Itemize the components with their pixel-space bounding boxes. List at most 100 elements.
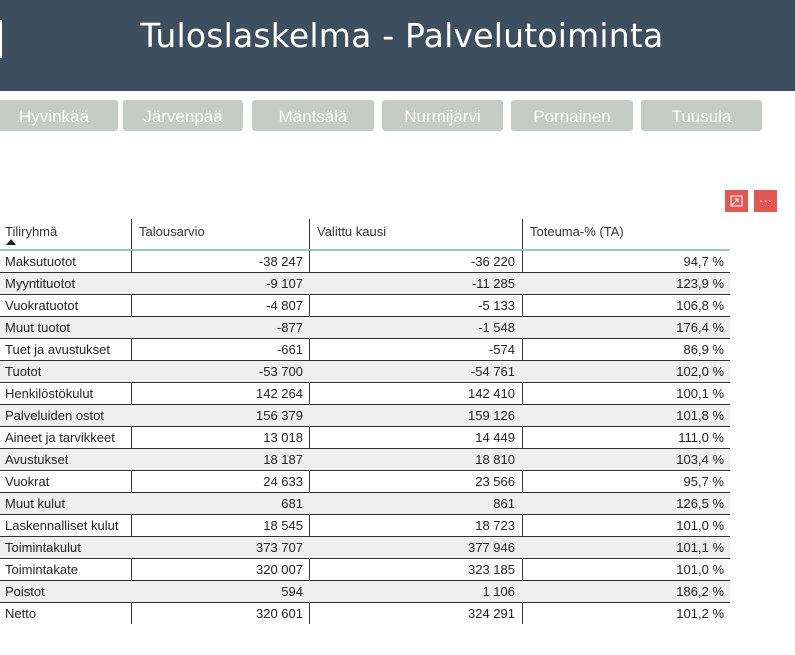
focus-mode-icon — [730, 195, 743, 207]
realization-percent: 86,9 % — [683, 342, 724, 357]
period-value: -36 220 — [470, 254, 515, 269]
period-value: 159 126 — [468, 408, 515, 423]
realization-percent: 95,7 % — [683, 474, 724, 489]
realization-percent: 126,5 % — [676, 496, 724, 511]
table-row[interactable]: Toimintakulut 373 707 377 946 101,1 % — [0, 537, 730, 559]
budget-value: -9 107 — [266, 276, 303, 291]
realization-percent: 186,2 % — [676, 584, 724, 599]
header-edge-marker — [0, 20, 2, 58]
realization-percent: 111,0 % — [678, 430, 724, 445]
budget-value: 156 379 — [256, 408, 303, 423]
budget-value: -4 807 — [266, 298, 303, 313]
row-label: Myyntituotot — [5, 276, 76, 291]
table-row[interactable]: Maksutuotot -38 247 -36 220 94,7 % — [0, 251, 730, 273]
period-value: -574 — [488, 342, 515, 357]
budget-value: 594 — [281, 584, 303, 599]
slicer-button-jarvenpaa[interactable]: Järvenpää — [123, 100, 243, 131]
table-row[interactable]: Poistot 594 1 106 186,2 % — [0, 581, 730, 603]
slicer-button-hyvinkaa[interactable]: Hyvinkää — [0, 100, 118, 131]
slicer-button-nurmijarvi[interactable]: Nurmijärvi — [382, 100, 503, 131]
focus-mode-button[interactable] — [725, 190, 748, 212]
table-row[interactable]: Aineet ja tarvikkeet 13 018 14 449 111,0 % — [0, 427, 730, 449]
realization-percent: 100,1 % — [676, 386, 724, 401]
table-row[interactable]: Tuet ja avustukset -661 -574 86,9 % — [0, 339, 730, 361]
row-label: Henkilöstökulut — [5, 386, 94, 401]
row-label: Muut tuotot — [5, 320, 71, 335]
row-label: Vuokratuotot — [5, 298, 79, 313]
column-header-valittu-kausi[interactable]: Valittu kausi — [317, 224, 387, 239]
table-row[interactable]: Laskennalliset kulut 18 545 18 723 101,0 % — [0, 515, 730, 537]
column-header-tiliryhma[interactable]: Tiliryhmä — [5, 224, 58, 239]
period-value: 377 946 — [468, 540, 515, 555]
sort-ascending-icon — [6, 239, 16, 245]
table-row[interactable]: Palveluiden ostot 156 379 159 126 101,8 % — [0, 405, 730, 427]
period-value: 23 566 — [475, 474, 515, 489]
period-value: 1 106 — [482, 584, 515, 599]
realization-percent: 101,1 % — [676, 540, 724, 555]
table-row[interactable]: Muut tuotot -877 -1 548 176,4 % — [0, 317, 730, 339]
page-title: Tuloslaskelma - Palvelutoiminta — [140, 16, 664, 55]
table-row[interactable]: Avustukset 18 187 18 810 103,4 % — [0, 449, 730, 471]
row-label: Tuet ja avustukset — [5, 342, 111, 357]
row-label: Netto — [5, 606, 37, 621]
realization-percent: 176,4 % — [676, 320, 724, 335]
table-row[interactable]: Vuokrat 24 633 23 566 95,7 % — [0, 471, 730, 493]
slicer-button-mantsala[interactable]: Mäntsälä — [252, 100, 374, 131]
table-header: Tiliryhmä Talousarvio Valittu kausi Tote… — [0, 219, 730, 251]
row-label: Toimintakulut — [5, 540, 81, 555]
table-row[interactable]: Henkilöstökulut 142 264 142 410 100,1 % — [0, 383, 730, 405]
realization-percent: 103,4 % — [676, 452, 724, 467]
table-row[interactable]: Toimintakate 320 007 323 185 101,0 % — [0, 559, 730, 581]
budget-value: -661 — [276, 342, 303, 357]
slicer-button-pornainen[interactable]: Pornainen — [511, 100, 633, 131]
page-header: Tuloslaskelma - Palvelutoiminta — [0, 0, 795, 91]
budget-value: 142 264 — [256, 386, 303, 401]
budget-value: 24 633 — [263, 474, 303, 489]
realization-percent: 106,8 % — [676, 298, 724, 313]
column-header-toteuma[interactable]: Toteuma-% (TA) — [530, 224, 624, 239]
period-value: -5 133 — [478, 298, 515, 313]
period-value: -1 548 — [478, 320, 515, 335]
row-label: Vuokrat — [5, 474, 50, 489]
row-label: Tuotot — [5, 364, 42, 379]
realization-percent: 101,0 % — [676, 562, 724, 577]
realization-percent: 101,2 % — [676, 606, 724, 621]
budget-value: 320 601 — [256, 606, 303, 621]
budget-value: 18 187 — [263, 452, 303, 467]
budget-value: 681 — [281, 496, 303, 511]
period-value: 18 810 — [475, 452, 515, 467]
table-row[interactable]: Vuokratuotot -4 807 -5 133 106,8 % — [0, 295, 730, 317]
budget-value: 373 707 — [256, 540, 303, 555]
period-value: -11 285 — [471, 276, 515, 291]
more-options-button[interactable]: ··· — [754, 190, 777, 212]
budget-value: 320 007 — [256, 562, 303, 577]
row-label: Aineet ja tarvikkeet — [5, 430, 115, 445]
realization-percent: 102,0 % — [676, 364, 724, 379]
row-label: Muut kulut — [5, 496, 65, 511]
column-header-talousarvio[interactable]: Talousarvio — [139, 224, 205, 239]
realization-percent: 94,7 % — [683, 254, 724, 269]
table-row[interactable]: Tuotot -53 700 -54 761 102,0 % — [0, 361, 730, 383]
table-body: Maksutuotot -38 247 -36 220 94,7 % Myyntituo… — [0, 251, 730, 624]
realization-percent: 101,8 % — [676, 408, 724, 423]
period-value: -54 761 — [470, 364, 515, 379]
table-row[interactable]: Myyntituotot -9 107 -11 285 123,9 % — [0, 273, 730, 295]
budget-value: -38 247 — [258, 254, 303, 269]
row-label: Maksutuotot — [5, 254, 76, 269]
slicer-button-tuusula[interactable]: Tuusula — [641, 100, 762, 131]
period-value: 142 410 — [468, 386, 515, 401]
table-row[interactable]: Muut kulut 681 861 126,5 % — [0, 493, 730, 515]
table-row[interactable]: Netto 320 601 324 291 101,2 % — [0, 603, 730, 624]
row-label: Palveluiden ostot — [5, 408, 105, 423]
row-label: Toimintakate — [5, 562, 78, 577]
income-statement-table: Tiliryhmä Talousarvio Valittu kausi Tote… — [0, 219, 730, 624]
budget-value: -53 700 — [258, 364, 303, 379]
realization-percent: 123,9 % — [676, 276, 724, 291]
period-value: 323 185 — [468, 562, 515, 577]
more-options-icon: ··· — [759, 193, 772, 208]
budget-value: 13 018 — [263, 430, 303, 445]
realization-percent: 101,0 % — [676, 518, 724, 533]
period-value: 324 291 — [468, 606, 515, 621]
budget-value: 18 545 — [263, 518, 303, 533]
period-value: 861 — [493, 496, 515, 511]
